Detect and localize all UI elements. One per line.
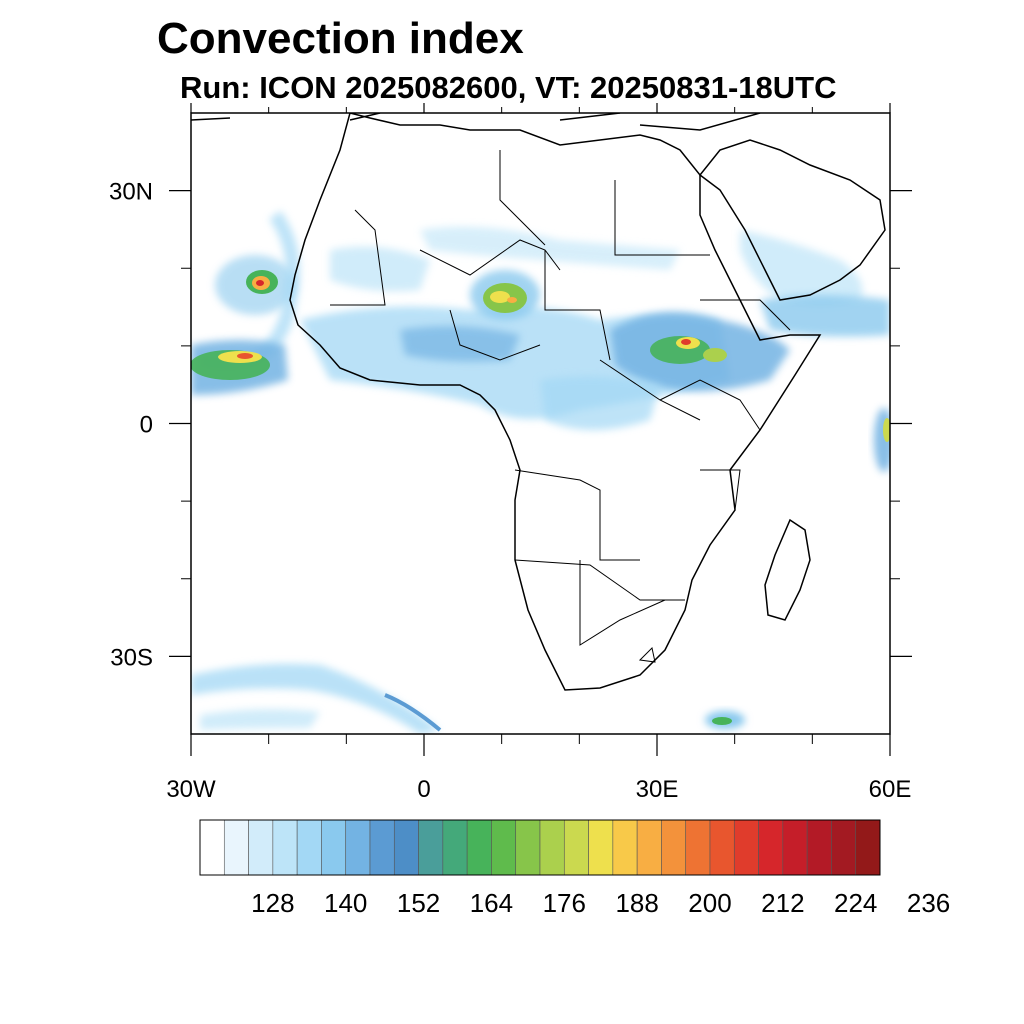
- lon-tick-label: 30W: [166, 776, 216, 803]
- europe-coastline: [191, 113, 761, 131]
- colorbar-label: 236: [907, 888, 950, 918]
- colorbar-swatch: [369, 819, 395, 876]
- colorbar-swatch: [442, 819, 468, 876]
- convection-area-congo: [540, 376, 660, 430]
- colorbar-label: 212: [761, 888, 804, 918]
- map-subtitle: Run: ICON 2025082600, VT: 20250831-18UTC: [180, 70, 837, 105]
- africa-coastline: [289, 113, 822, 691]
- convection-area-niger: [470, 270, 540, 320]
- colorbar-label: 188: [615, 888, 658, 918]
- colorbar-swatch: [321, 819, 347, 876]
- convection-area-mozambique-low: [705, 711, 745, 729]
- colorbar: [199, 819, 881, 876]
- colorbar-label: 200: [688, 888, 731, 918]
- lat-tick-label: 30N: [109, 179, 153, 206]
- colorbar-label: 224: [834, 888, 877, 918]
- lon-tick-label: 0: [417, 776, 430, 803]
- colorbar-swatch: [539, 819, 565, 876]
- convection-area-arabia: [740, 230, 890, 337]
- colorbar-label: 140: [324, 888, 367, 918]
- colorbar-swatch: [491, 819, 517, 876]
- colorbar-swatch: [855, 819, 881, 876]
- axis-tick-labels: 30W 0 30E 60E 30N 0 30S: [109, 179, 911, 803]
- country-borders: [330, 150, 791, 663]
- arabia-coastline: [698, 139, 886, 301]
- colorbar-swatch: [248, 819, 274, 876]
- convection-area-cape-verde-band: [191, 340, 288, 395]
- colorbar-swatch: [393, 819, 419, 876]
- colorbar-swatch: [199, 819, 225, 876]
- colorbar-swatch: [588, 819, 614, 876]
- colorbar-label: 152: [397, 888, 440, 918]
- colorbar-swatch: [466, 819, 492, 876]
- map-title: Convection index: [157, 14, 524, 63]
- colorbar-swatch: [272, 819, 298, 876]
- lon-tick-label: 30E: [636, 776, 679, 803]
- colorbar-label: 128: [251, 888, 294, 918]
- colorbar-swatch: [515, 819, 541, 876]
- lat-tick-label: 0: [140, 412, 153, 439]
- colorbar-swatch: [806, 819, 832, 876]
- convection-area-ethiopia: [610, 312, 790, 392]
- colorbar-swatch: [782, 819, 808, 876]
- lat-tick-label: 30S: [110, 644, 153, 671]
- colorbar-swatch: [758, 819, 784, 876]
- coastline-layer: [191, 113, 886, 691]
- colorbar-swatch: [223, 819, 249, 876]
- colorbar-swatch: [612, 819, 638, 876]
- colorbar-swatch: [831, 819, 857, 876]
- colorbar-label: 164: [470, 888, 513, 918]
- colorbar-swatch: [661, 819, 687, 876]
- colorbar-swatch: [636, 819, 662, 876]
- colorbar-swatch: [563, 819, 589, 876]
- colorbar-label: 176: [543, 888, 586, 918]
- colorbar-swatch: [709, 819, 735, 876]
- colorbar-swatch: [418, 819, 444, 876]
- madagascar-coastline: [764, 518, 811, 621]
- colorbar-labels: 128 140 152 164 176 188 200 212 224 236: [251, 888, 950, 918]
- convection-area-southern-ocean: [191, 663, 442, 734]
- colorbar-swatch: [733, 819, 759, 876]
- colorbar-swatch: [345, 819, 371, 876]
- lon-tick-label: 60E: [869, 776, 912, 803]
- colorbar-swatch: [296, 819, 322, 876]
- convection-area-somalia-sea: [874, 408, 890, 472]
- colorbar-swatch: [685, 819, 711, 876]
- axis-ticks: [169, 103, 912, 756]
- colorbar-frame: [199, 819, 881, 876]
